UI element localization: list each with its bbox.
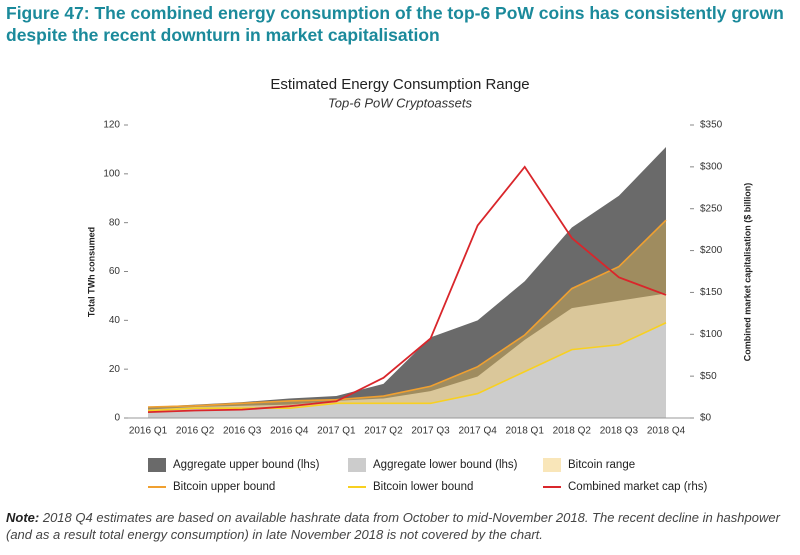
y2-tick-label: $150 bbox=[700, 287, 723, 298]
x-tick-label: 2017 Q2 bbox=[364, 426, 403, 437]
x-tick-label: 2017 Q4 bbox=[458, 426, 497, 437]
x-tick-label: 2017 Q1 bbox=[317, 426, 356, 437]
y2-tick-label: $200 bbox=[700, 245, 723, 256]
chart-subtitle: Top-6 PoW Cryptoassets bbox=[328, 95, 473, 110]
x-tick-label: 2018 Q2 bbox=[553, 426, 592, 437]
bitcoin-upper-line bbox=[147, 219, 667, 408]
y-tick-label: 60 bbox=[109, 266, 121, 277]
y2-tick-label: $350 bbox=[700, 120, 723, 131]
y2-tick-label: $250 bbox=[700, 203, 723, 214]
legend-swatch bbox=[543, 458, 561, 472]
y-tick-label: 80 bbox=[109, 217, 121, 228]
x-tick-label: 2018 Q3 bbox=[600, 426, 639, 437]
aggregate-lower-area bbox=[148, 293, 666, 418]
legend-swatch bbox=[348, 458, 366, 472]
y-tick-label: 0 bbox=[114, 413, 120, 424]
x-tick-label: 2016 Q1 bbox=[129, 426, 168, 437]
y2-tick-label: $300 bbox=[700, 161, 723, 172]
legend-label: Aggregate lower bound (lhs) bbox=[373, 459, 518, 471]
legend-label: Bitcoin range bbox=[568, 459, 635, 471]
note-label: Note: bbox=[6, 510, 40, 525]
y2-tick-label: $100 bbox=[700, 329, 723, 340]
note: Note: 2018 Q4 estimates are based on ava… bbox=[6, 509, 796, 543]
y-tick-label: 20 bbox=[109, 364, 121, 375]
x-tick-label: 2018 Q1 bbox=[506, 426, 545, 437]
chart: Estimated Energy Consumption Range Top-6… bbox=[86, 76, 752, 493]
x-tick-label: 2017 Q3 bbox=[411, 426, 450, 437]
y2-tick-label: $50 bbox=[700, 371, 717, 382]
x-tick-label: 2016 Q2 bbox=[176, 426, 215, 437]
y-tick-label: 120 bbox=[103, 120, 120, 131]
legend-label: Bitcoin upper bound bbox=[173, 481, 275, 493]
x-tick-label: 2018 Q4 bbox=[647, 426, 686, 437]
figure-title: Figure 47: The combined energy consumpti… bbox=[6, 3, 784, 45]
y-tick-label: 100 bbox=[103, 168, 120, 179]
y2-axis-label: Combined market capitalisation ($ billio… bbox=[742, 183, 752, 362]
y2-tick-label: $0 bbox=[700, 413, 712, 424]
market-cap-line bbox=[147, 165, 667, 414]
chart-title: Estimated Energy Consumption Range bbox=[270, 76, 529, 93]
x-tick-label: 2016 Q4 bbox=[270, 426, 309, 437]
legend-label: Bitcoin lower bound bbox=[373, 481, 473, 493]
y-axis-label: Total TWh consumed bbox=[86, 227, 96, 317]
x-tick-label: 2016 Q3 bbox=[223, 426, 262, 437]
legend-label: Combined market cap (rhs) bbox=[568, 481, 707, 493]
note-text: 2018 Q4 estimates are based on available… bbox=[6, 510, 780, 542]
legend-swatch bbox=[148, 458, 166, 472]
legend-label: Aggregate upper bound (lhs) bbox=[173, 459, 320, 471]
bitcoin-range-area bbox=[148, 220, 666, 411]
bitcoin-lower-line bbox=[147, 322, 667, 412]
y-tick-label: 40 bbox=[109, 315, 121, 326]
